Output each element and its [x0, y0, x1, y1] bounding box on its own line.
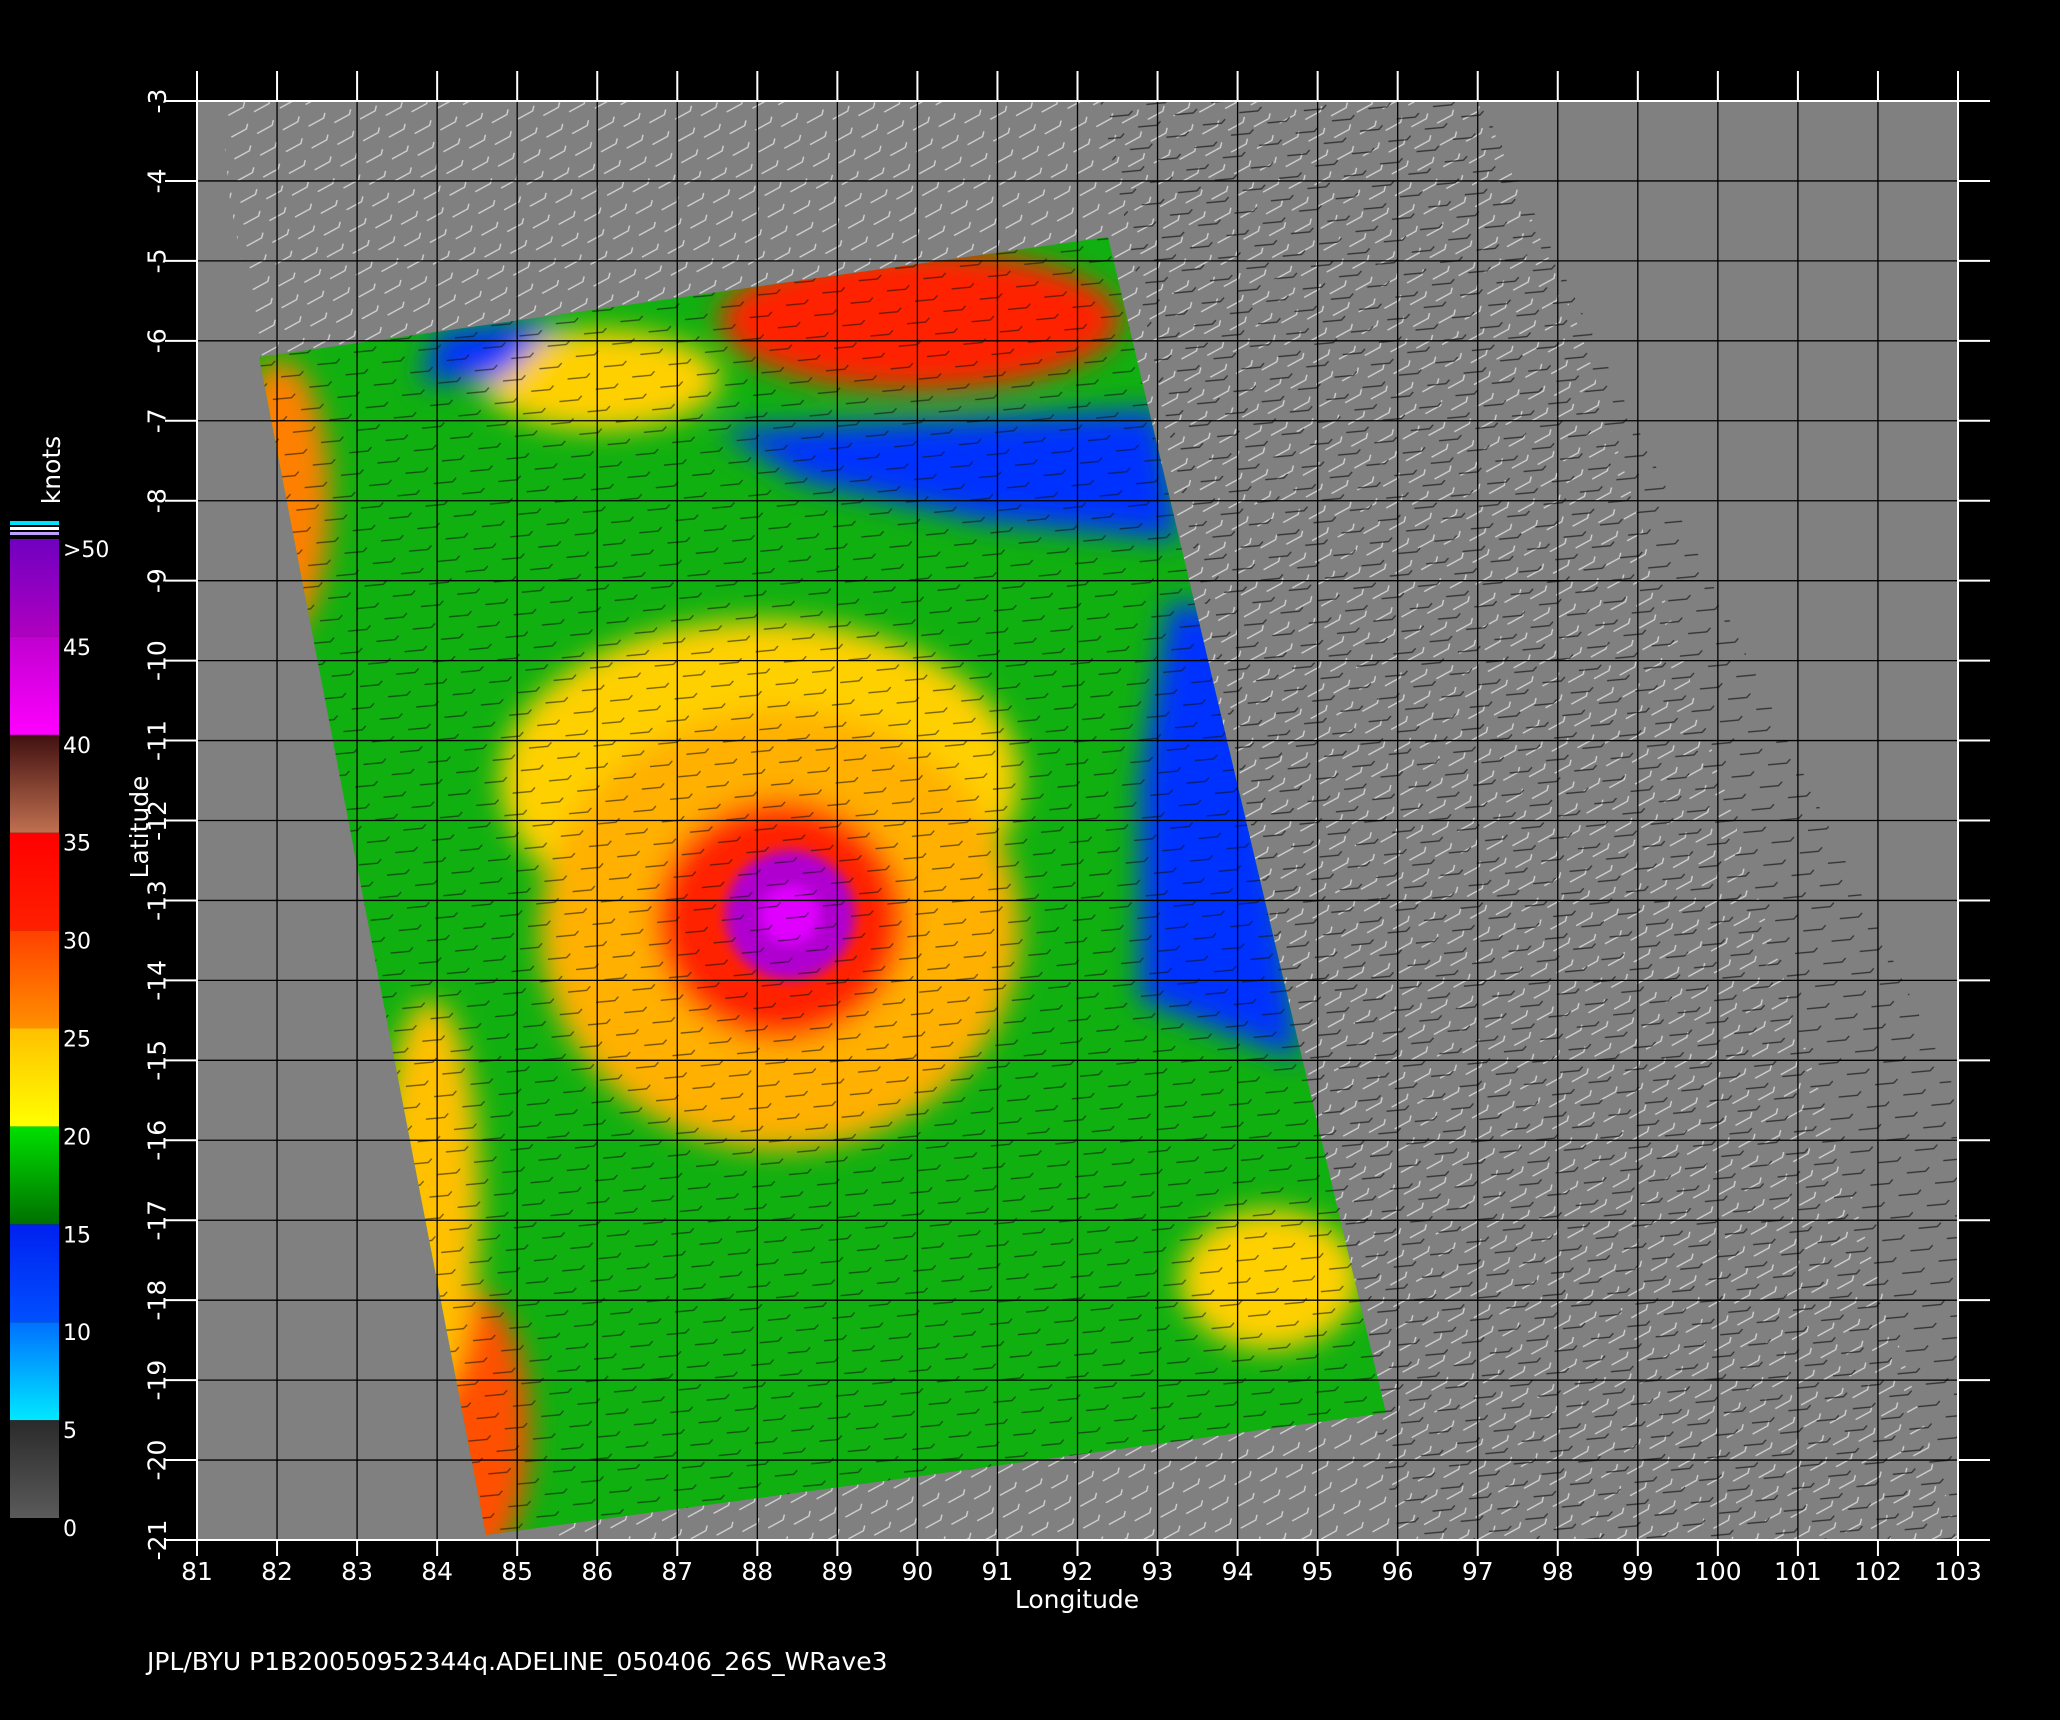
x-axis-label: Longitude — [1015, 1585, 1139, 1614]
colorbar-cap — [10, 532, 59, 535]
y-tick-label: -7 — [143, 408, 172, 433]
axes: 81 82 83 84 85 86 87 88 89 90 91 92 93 94 95 96 97 98 99 10… — [143, 71, 1990, 1586]
colorbar-segment — [10, 1028, 59, 1127]
x-tick-label: 83 — [341, 1557, 373, 1586]
plot-frame — [196, 100, 1959, 1541]
x-tick-label: 99 — [1622, 1557, 1654, 1586]
colorbar-segment — [10, 539, 59, 637]
colorbar-label: 15 — [63, 1223, 91, 1248]
colorbar-segment — [10, 734, 59, 833]
x-tick-label: 95 — [1302, 1557, 1334, 1586]
y-tick-label: -9 — [143, 568, 172, 593]
y-tick-label: -16 — [143, 1120, 172, 1161]
y-tick-label: -11 — [143, 720, 172, 761]
colorbar-label: >50 — [63, 538, 109, 563]
footer: JPL/BYU P1B20050952344q.ADELINE_050406_2… — [145, 1647, 888, 1676]
colorbar-cap — [10, 527, 59, 530]
colorbar-title: knots — [37, 436, 66, 504]
colorbar-segment — [10, 1322, 59, 1421]
y-tick-label: -17 — [143, 1200, 172, 1241]
colorbar-label: 0 — [63, 1517, 77, 1542]
y-tick-label: -12 — [143, 800, 172, 841]
x-tick-label: 94 — [1222, 1557, 1254, 1586]
colorbar-segment — [10, 930, 59, 1029]
y-tick-label: -5 — [143, 248, 172, 273]
x-tick-label: 100 — [1694, 1557, 1742, 1586]
x-tick-label: 97 — [1462, 1557, 1494, 1586]
x-tick-label: 92 — [1062, 1557, 1094, 1586]
colorbar-segment — [10, 1224, 59, 1323]
colorbar-label: 5 — [63, 1419, 77, 1444]
x-tick-label: 89 — [821, 1557, 853, 1586]
y-axis-label: Latitude — [125, 776, 154, 879]
x-tick-label: 103 — [1934, 1557, 1982, 1586]
y-tick-label: -18 — [143, 1280, 172, 1321]
x-tick-label: 82 — [261, 1557, 293, 1586]
x-tick-label: 93 — [1142, 1557, 1174, 1586]
y-tick-label: -19 — [143, 1360, 172, 1401]
colorbar-segment — [10, 832, 59, 931]
x-tick-label: 90 — [902, 1557, 934, 1586]
y-tick-label: -21 — [143, 1520, 172, 1561]
y-tick-label: -13 — [143, 880, 172, 921]
colorbar-label: 10 — [63, 1321, 91, 1346]
x-tick-label: 88 — [741, 1557, 773, 1586]
y-tick-label: -14 — [143, 960, 172, 1001]
y-tick-label: -15 — [143, 1040, 172, 1081]
colorbar-cap — [10, 521, 59, 525]
colorbar: knots 0 5 10 15 20 25 30 35 40 45 >50 — [10, 436, 109, 1542]
colorbar-label: 35 — [63, 832, 91, 857]
y-tick-label: -10 — [143, 640, 172, 681]
x-tick-label: 98 — [1542, 1557, 1574, 1586]
colorbar-label: 20 — [63, 1125, 91, 1150]
colorbar-segment — [10, 1126, 59, 1225]
x-tick-label: 102 — [1854, 1557, 1902, 1586]
y-tick-label: -8 — [143, 488, 172, 513]
x-tick-label: 85 — [501, 1557, 533, 1586]
x-tick-label: 86 — [581, 1557, 613, 1586]
colorbar-segment — [10, 636, 59, 735]
y-tick-label: -3 — [143, 89, 172, 114]
x-tick-label: 87 — [661, 1557, 693, 1586]
x-tick-label: 91 — [982, 1557, 1014, 1586]
colorbar-label: 45 — [63, 636, 91, 661]
colorbar-label: 25 — [63, 1028, 91, 1053]
colorbar-label: 30 — [63, 930, 91, 955]
x-tick-label: 81 — [181, 1557, 213, 1586]
y-tick-label: -20 — [143, 1440, 172, 1481]
y-tick-label: -4 — [143, 168, 172, 193]
x-tick-label: 84 — [421, 1557, 453, 1586]
x-tick-label: 96 — [1382, 1557, 1414, 1586]
colorbar-segment — [10, 1420, 59, 1518]
x-tick-label: 101 — [1774, 1557, 1822, 1586]
plot-area — [197, 101, 1958, 1540]
y-tick-label: -6 — [143, 328, 172, 353]
colorbar-label: 40 — [63, 734, 91, 759]
